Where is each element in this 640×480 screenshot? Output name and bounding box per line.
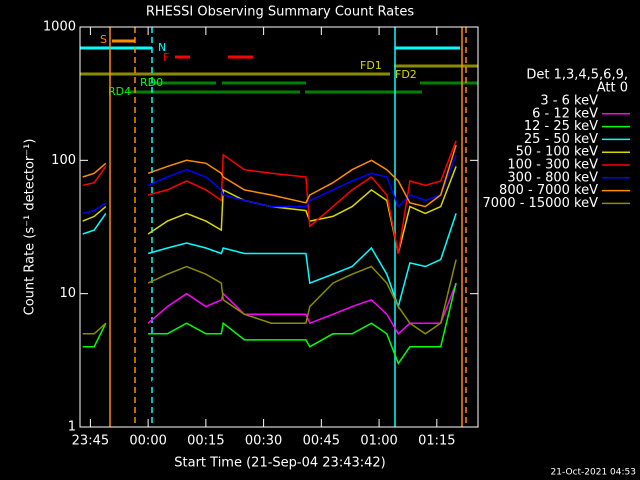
y-tick-label: 1 bbox=[68, 420, 76, 435]
legend-label: 100 - 300 keV bbox=[507, 158, 598, 173]
y-tick-label: 100 bbox=[51, 153, 76, 168]
series-line bbox=[82, 140, 457, 254]
legend-label: 6 - 12 keV bbox=[532, 106, 598, 121]
legend-title: Att 0 bbox=[597, 81, 628, 96]
annotations bbox=[80, 27, 478, 427]
legend-label: 3 - 6 keV bbox=[540, 94, 598, 109]
legend-label: 7000 - 15000 keV bbox=[483, 196, 599, 211]
legend-label: 800 - 7000 keV bbox=[499, 183, 598, 198]
annotation-label: S bbox=[100, 33, 107, 46]
y-tick-label: 1000 bbox=[43, 20, 76, 35]
annotation-label: FD1 bbox=[360, 59, 382, 72]
x-tick-label: 00:00 bbox=[129, 434, 166, 449]
chart-title: RHESSI Observing Summary Count Rates bbox=[146, 5, 415, 20]
series-line bbox=[82, 154, 457, 215]
annotation-label: RD4 bbox=[108, 85, 131, 98]
footer: 21-Oct-2021 04:53 bbox=[551, 468, 636, 478]
x-tick-label: 00:15 bbox=[187, 434, 224, 449]
legend-label: 25 - 50 keV bbox=[524, 132, 598, 147]
x-axis-label: Start Time (21-Sep-04 23:43:42) bbox=[174, 456, 385, 471]
series-line bbox=[82, 212, 457, 310]
annotation-label: FD2 bbox=[395, 68, 417, 81]
x-tick-label: 00:30 bbox=[245, 434, 282, 449]
legend-title: Det 1,3,4,5,6,9, bbox=[526, 68, 628, 83]
y-tick-label: 10 bbox=[59, 286, 76, 301]
y-axis-label: Count Rate (s⁻¹ detector⁻¹) bbox=[23, 139, 38, 316]
series-line bbox=[82, 144, 457, 208]
annotation-label: RD0 bbox=[140, 76, 163, 89]
series-line bbox=[82, 259, 457, 335]
x-tick-label: 23:45 bbox=[72, 434, 109, 449]
x-tick-label: 01:15 bbox=[418, 434, 455, 449]
series-line bbox=[147, 332, 388, 418]
legend-label: 300 - 800 keV bbox=[507, 170, 598, 185]
x-tick-label: 01:00 bbox=[360, 434, 397, 449]
plot-frame bbox=[79, 26, 479, 428]
series-line bbox=[82, 282, 457, 365]
annotation-label: N bbox=[158, 41, 166, 54]
legend-label: 12 - 25 keV bbox=[524, 119, 598, 134]
annotation-label: F bbox=[163, 51, 169, 64]
legend-label: 50 - 100 keV bbox=[516, 145, 599, 160]
x-tick-label: 00:45 bbox=[303, 434, 340, 449]
